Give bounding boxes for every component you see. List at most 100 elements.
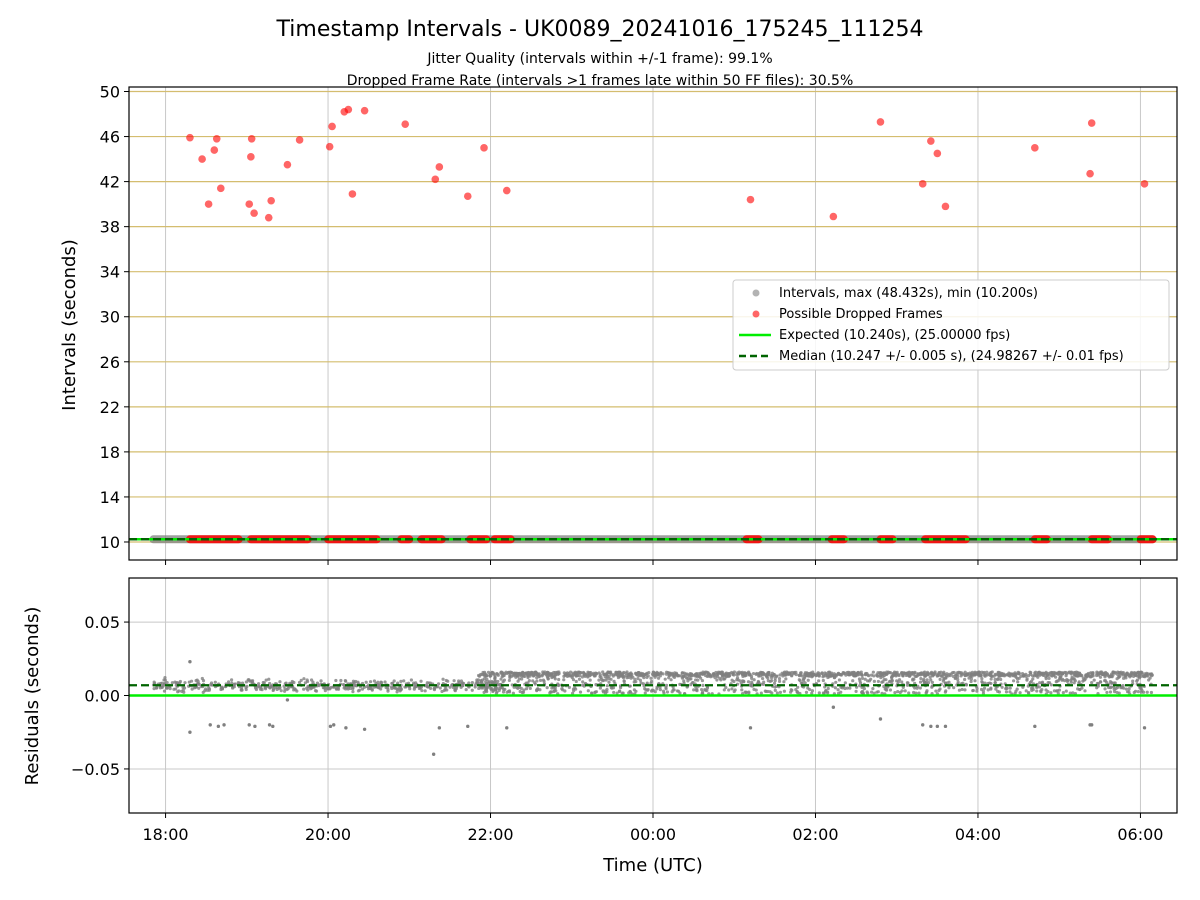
residual-point bbox=[436, 682, 441, 686]
residual-point bbox=[505, 690, 509, 694]
residual-point bbox=[751, 671, 756, 676]
residual-point bbox=[1136, 690, 1140, 694]
residual-point bbox=[1035, 673, 1039, 677]
residual-point bbox=[162, 678, 166, 682]
residual-point bbox=[800, 674, 804, 678]
residual-point bbox=[592, 671, 596, 675]
residual-point bbox=[763, 689, 767, 693]
residual-point bbox=[1106, 674, 1110, 678]
residual-point bbox=[718, 676, 722, 680]
residual-point bbox=[632, 688, 636, 692]
residual-point bbox=[1077, 681, 1081, 685]
residual-point bbox=[694, 688, 698, 692]
residual-point bbox=[488, 686, 493, 690]
residual-point bbox=[943, 690, 947, 694]
residual-point bbox=[299, 678, 303, 683]
residual-point bbox=[516, 679, 520, 683]
residual-point bbox=[915, 674, 920, 678]
residual-point bbox=[470, 688, 474, 692]
residual-point bbox=[800, 681, 804, 685]
residual-point bbox=[551, 675, 555, 679]
residual-point bbox=[493, 679, 497, 683]
residual-point bbox=[957, 688, 962, 692]
residual-point bbox=[796, 691, 800, 695]
residual-point bbox=[860, 685, 864, 690]
intervals-plot: 10 14 18 22 26 30 34 38 42 46 50 bbox=[100, 83, 1178, 565]
intervals-y-axis-label: Intervals (seconds) bbox=[59, 239, 80, 411]
residual-point bbox=[528, 686, 532, 691]
dropped-frame-point bbox=[933, 149, 942, 158]
residual-point bbox=[302, 687, 306, 691]
residual-point bbox=[664, 683, 669, 687]
residual-point bbox=[368, 686, 372, 690]
residual-point bbox=[876, 690, 880, 694]
residual-point bbox=[1125, 671, 1129, 675]
residual-point bbox=[351, 679, 356, 683]
residual-outlier-point bbox=[466, 724, 470, 729]
residual-point bbox=[567, 685, 571, 689]
dropped-frame-point bbox=[463, 192, 472, 201]
residual-outlier-point bbox=[271, 724, 275, 729]
residual-point bbox=[356, 689, 361, 693]
residual-point bbox=[542, 679, 546, 683]
residual-point bbox=[871, 687, 875, 691]
residual-outlier-point bbox=[878, 717, 883, 721]
residual-point bbox=[503, 687, 507, 691]
residual-point bbox=[453, 689, 457, 693]
residual-point bbox=[946, 674, 950, 678]
residual-point bbox=[1108, 690, 1113, 694]
residual-point bbox=[869, 690, 874, 694]
residual-point bbox=[1101, 672, 1105, 676]
residual-point bbox=[162, 689, 167, 693]
residual-point bbox=[201, 679, 206, 683]
residual-point bbox=[839, 690, 843, 694]
residual-point bbox=[901, 671, 905, 675]
residual-point bbox=[256, 682, 261, 686]
residual-point bbox=[164, 686, 169, 690]
dropped-frame-point bbox=[204, 200, 213, 208]
residual-point bbox=[476, 673, 481, 678]
residual-point bbox=[790, 673, 794, 677]
residual-point bbox=[588, 678, 592, 682]
residual-point bbox=[923, 674, 927, 678]
residual-point bbox=[197, 682, 201, 687]
dropped-frame-point bbox=[198, 155, 206, 163]
residual-point bbox=[655, 687, 659, 691]
time-x-tick-label: 00:00 bbox=[630, 825, 676, 844]
residual-point bbox=[989, 677, 993, 681]
residual-point bbox=[732, 673, 736, 677]
residuals-y-axis-label: Residuals (seconds) bbox=[22, 607, 43, 786]
residual-point bbox=[518, 689, 522, 694]
residual-point bbox=[627, 675, 631, 679]
jitter-quality-subtitle: Jitter Quality (intervals within +/-1 fr… bbox=[426, 51, 772, 67]
residual-point bbox=[1050, 674, 1054, 678]
residual-point bbox=[953, 676, 957, 680]
residual-point bbox=[264, 678, 268, 682]
residual-point bbox=[683, 674, 687, 678]
residual-point bbox=[989, 686, 993, 690]
residual-point bbox=[309, 686, 313, 690]
residual-point bbox=[975, 671, 979, 675]
residual-point bbox=[929, 678, 933, 682]
residual-point bbox=[1002, 673, 1007, 677]
residual-point bbox=[1044, 670, 1048, 674]
residual-point bbox=[678, 691, 682, 695]
residual-point bbox=[680, 671, 684, 675]
time-x-tick-label: 22:00 bbox=[467, 825, 513, 844]
residual-outlier-point bbox=[935, 724, 940, 729]
residual-point bbox=[807, 672, 811, 676]
residual-point bbox=[1145, 690, 1149, 694]
residual-point bbox=[750, 676, 754, 680]
residual-point bbox=[183, 681, 187, 685]
residual-point bbox=[240, 688, 244, 692]
residual-point bbox=[994, 687, 998, 691]
residual-point bbox=[866, 691, 870, 695]
residual-point bbox=[1029, 670, 1033, 675]
residual-outlier-point bbox=[1033, 724, 1037, 729]
residual-point bbox=[764, 674, 768, 678]
residual-point bbox=[810, 691, 814, 695]
residual-point bbox=[1105, 690, 1109, 695]
residual-point bbox=[571, 671, 575, 675]
residual-point bbox=[611, 674, 615, 678]
residual-point bbox=[210, 683, 214, 687]
